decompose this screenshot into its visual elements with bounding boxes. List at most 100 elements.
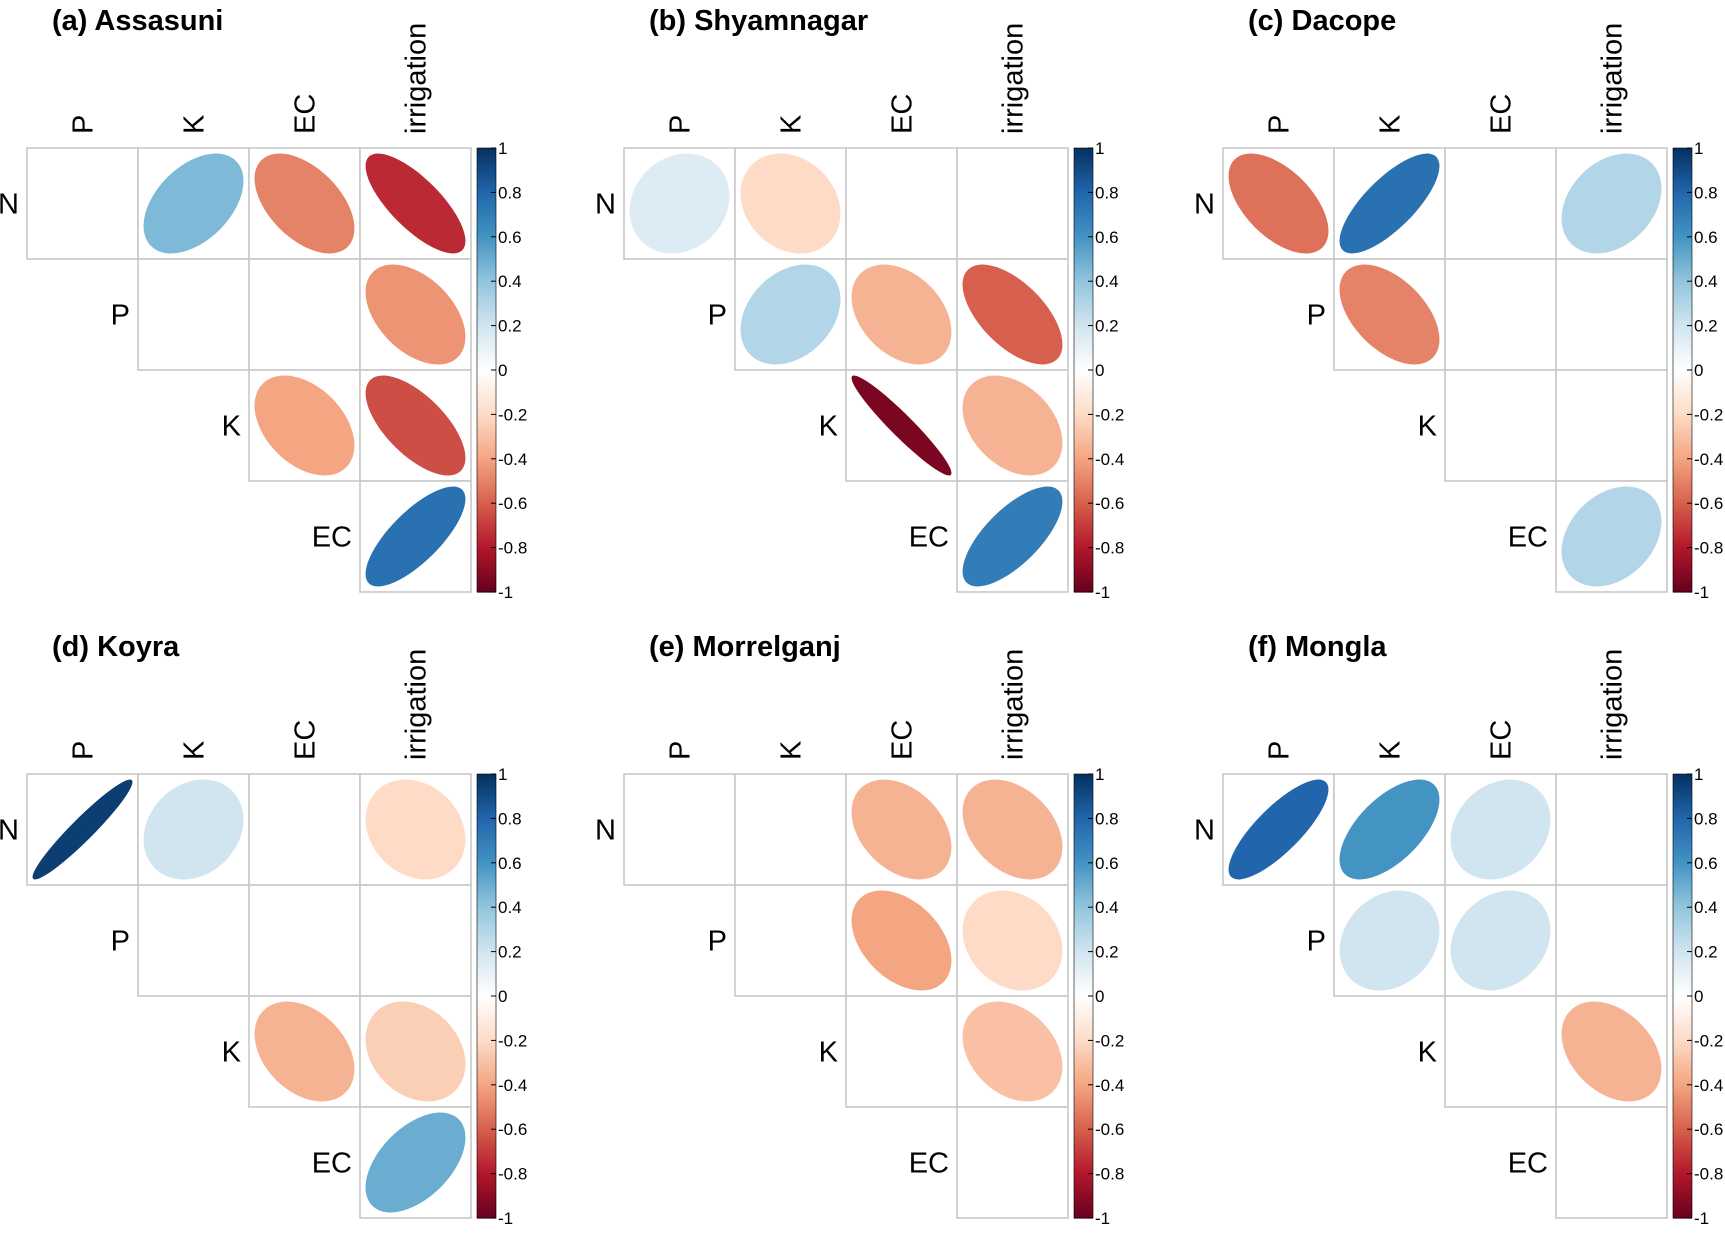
colorbar-segment	[1074, 358, 1093, 362]
colorbar-segment	[1074, 474, 1093, 478]
colorbar-segment	[1673, 1118, 1692, 1121]
colorbar-segment	[1673, 900, 1692, 904]
colorbar-segment	[1673, 1164, 1692, 1168]
colorbar-segment	[1673, 436, 1692, 440]
colorbar-segment	[1673, 956, 1692, 959]
colorbar-segment	[1673, 1044, 1692, 1048]
colorbar-segment	[1074, 802, 1093, 806]
colorbar-tick-label: -0.6	[498, 1120, 527, 1139]
colorbar-segment	[1074, 296, 1093, 300]
column-label: P	[1264, 115, 1296, 134]
colorbar-segment	[1074, 1058, 1093, 1061]
colorbar-segment	[1673, 347, 1692, 351]
colorbar-segment	[1074, 1180, 1093, 1184]
colorbar-segment	[1074, 1098, 1093, 1101]
colorbar-segment	[1074, 1029, 1093, 1033]
colorbar-segment	[1673, 1087, 1692, 1090]
colorbar-segment	[477, 1089, 496, 1093]
colorbar-segment	[477, 869, 496, 873]
colorbar-segment	[477, 873, 496, 877]
colorbar-segment	[477, 572, 496, 575]
colorbar-segment	[1673, 942, 1692, 946]
colorbar-segment	[1673, 556, 1692, 560]
colorbar-segment	[1074, 1100, 1093, 1104]
colorbar-tick-label: -0.6	[1694, 1120, 1723, 1139]
colorbar-segment	[1673, 1095, 1692, 1099]
colorbar-segment	[477, 867, 496, 871]
colorbar-segment	[1074, 882, 1093, 886]
colorbar-segment	[1673, 247, 1692, 251]
correlation-cell	[1444, 995, 1557, 1108]
colorbar-segment	[477, 276, 496, 280]
colorbar-segment	[477, 960, 496, 964]
colorbar-segment	[477, 987, 496, 990]
colorbar-segment	[1074, 401, 1093, 404]
colorbar-segment	[1673, 578, 1692, 582]
colorbar-segment	[477, 1153, 496, 1157]
colorbar-segment	[1673, 1193, 1692, 1197]
colorbar-segment	[1673, 274, 1692, 278]
colorbar-segment	[1074, 316, 1093, 320]
row-label: EC	[909, 522, 949, 554]
colorbar-segment	[1074, 454, 1093, 458]
colorbar-segment	[1673, 427, 1692, 431]
colorbar-segment	[477, 187, 496, 191]
colorbar-segment	[1074, 554, 1093, 558]
colorbar-segment	[1673, 505, 1692, 509]
colorbar-segment	[1673, 278, 1692, 282]
correlation-cell	[623, 773, 736, 886]
colorbar-segment	[477, 230, 496, 233]
colorbar-segment	[1074, 1087, 1093, 1090]
colorbar-segment	[1673, 176, 1692, 180]
correlation-ellipse	[629, 153, 730, 254]
colorbar-segment	[1074, 230, 1093, 233]
colorbar-segment	[1673, 261, 1692, 265]
colorbar-segment	[477, 483, 496, 487]
colorbar-segment	[477, 1038, 496, 1041]
colorbar-segment	[1673, 525, 1692, 529]
colorbar-segment	[1673, 236, 1692, 240]
colorbar-segment	[477, 1069, 496, 1073]
colorbar-segment	[1673, 1204, 1692, 1208]
colorbar-tick-label: -1	[498, 583, 513, 602]
colorbar-segment	[477, 549, 496, 553]
correlation-cell	[248, 258, 361, 371]
colorbar-segment	[477, 312, 496, 316]
colorbar-tick-label: -0.4	[1095, 450, 1124, 469]
colorbar-segment	[1673, 447, 1692, 451]
colorbar-segment	[477, 287, 496, 291]
colorbar-segment	[1673, 816, 1692, 819]
colorbar-segment	[1673, 1031, 1692, 1035]
colorbar-segment	[477, 860, 496, 864]
colorbar-segment	[1673, 321, 1692, 324]
column-label: irrigation	[1597, 23, 1629, 134]
colorbar-segment	[1074, 181, 1093, 185]
colorbar-segment	[477, 272, 496, 276]
colorbar-segment	[1074, 409, 1093, 413]
colorbar-segment	[1673, 862, 1692, 866]
colorbar-segment	[477, 969, 496, 973]
colorbar-segment	[1673, 1213, 1692, 1217]
colorbar-segment	[1074, 461, 1093, 464]
colorbar-segment	[477, 223, 496, 227]
colorbar-segment	[1074, 407, 1093, 411]
colorbar-segment	[477, 247, 496, 251]
colorbar-segment	[1074, 1189, 1093, 1192]
colorbar-segment	[1673, 896, 1692, 899]
colorbar-tick-label: -0.2	[498, 405, 527, 424]
row-label: P	[708, 926, 727, 958]
colorbar-segment	[477, 916, 496, 919]
colorbar-segment	[1074, 241, 1093, 245]
colorbar-segment	[1074, 489, 1093, 493]
colorbar-segment	[477, 547, 496, 551]
colorbar-segment	[1673, 159, 1692, 162]
colorbar-segment	[1673, 507, 1692, 511]
colorbar-segment	[1673, 467, 1692, 471]
colorbar-segment	[1673, 856, 1692, 859]
colorbar-segment	[1074, 1209, 1093, 1212]
colorbar-segment	[477, 418, 496, 422]
colorbar-segment	[477, 964, 496, 968]
colorbar-segment	[477, 1000, 496, 1004]
correlation-cell	[1555, 1106, 1668, 1219]
